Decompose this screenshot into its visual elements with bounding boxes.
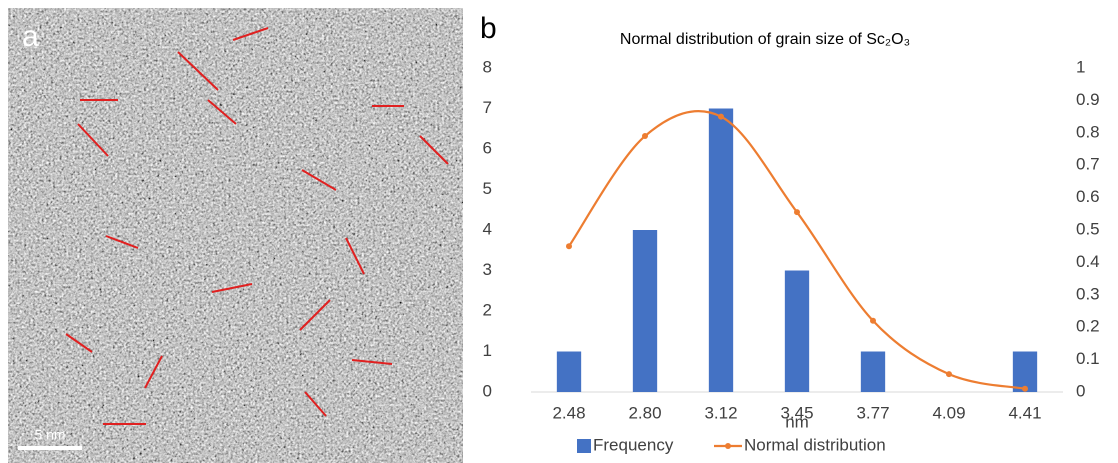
y-tick-label: 6 xyxy=(483,138,492,157)
y-tick-label: 8 xyxy=(483,57,492,76)
x-tick-label: 3.12 xyxy=(704,403,737,422)
x-tick-label: 2.48 xyxy=(552,403,585,422)
x-axis-label: nm xyxy=(785,412,809,431)
legend-swatch xyxy=(725,443,731,449)
point xyxy=(1022,385,1028,392)
y-tick-label: 7 xyxy=(483,98,492,117)
legend-label: Frequency xyxy=(593,435,674,454)
bar xyxy=(556,351,582,392)
bar xyxy=(1012,351,1038,392)
y-tick-label: 0 xyxy=(483,381,492,400)
x-tick-label: 2.80 xyxy=(628,403,661,422)
panel-label: a xyxy=(22,20,39,53)
x-tick-label: 4.09 xyxy=(932,403,965,422)
y2-tick-label: 0.8 xyxy=(1076,122,1100,141)
point xyxy=(794,209,800,216)
y-tick-label: 2 xyxy=(483,300,492,319)
x-tick-label: 3.77 xyxy=(856,403,889,422)
y2-tick-label: 0.7 xyxy=(1076,155,1100,174)
y2-tick-label: 0.4 xyxy=(1076,252,1100,271)
y2-tick-label: 1 xyxy=(1076,57,1085,76)
y2-tick-label: 0.9 xyxy=(1076,90,1100,109)
point xyxy=(642,133,648,140)
y-tick-label: 4 xyxy=(483,219,492,238)
bar xyxy=(784,270,810,392)
y-tick-label: 3 xyxy=(483,260,492,279)
y2-tick-label: 0.3 xyxy=(1076,284,1100,303)
chart-title: Normal distribution of grain size of Sc₂… xyxy=(620,31,910,48)
tem-image xyxy=(8,8,463,463)
panel-label: b xyxy=(480,12,497,45)
y2-tick-label: 0.5 xyxy=(1076,219,1100,238)
y2-tick-label: 0.2 xyxy=(1076,317,1100,336)
x-tick-label: 3.45 xyxy=(780,403,813,422)
point xyxy=(566,243,572,250)
bar xyxy=(708,108,734,392)
y-tick-label: 5 xyxy=(483,179,492,198)
y-tick-label: 1 xyxy=(483,341,492,360)
x-tick-label: 4.41 xyxy=(1008,403,1041,422)
point xyxy=(870,317,876,324)
bar xyxy=(632,230,658,392)
bar xyxy=(860,351,886,392)
legend-swatch xyxy=(577,439,591,453)
y2-tick-label: 0.6 xyxy=(1076,187,1100,206)
y2-tick-label: 0.1 xyxy=(1076,349,1100,368)
y2-tick-label: 0 xyxy=(1076,381,1085,400)
point xyxy=(718,113,724,120)
scale-bar-label: 5 nm xyxy=(34,427,65,443)
point xyxy=(946,371,952,378)
legend-label: Normal distribution xyxy=(744,435,886,454)
